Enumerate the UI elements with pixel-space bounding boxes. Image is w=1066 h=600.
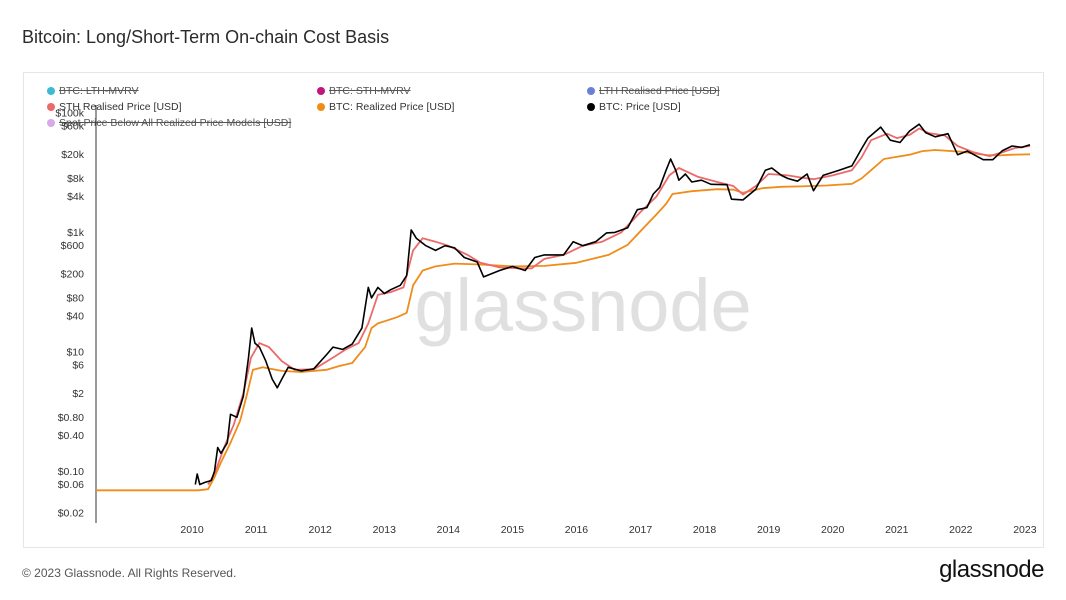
legend-label: STH Realised Price [USD] bbox=[59, 101, 182, 113]
y-tick-label: $0.40 bbox=[58, 430, 84, 442]
legend-label: LTH Realised Price [USD] bbox=[599, 85, 720, 97]
legend-color-dot bbox=[587, 87, 595, 95]
x-tick-label: 2012 bbox=[309, 524, 333, 536]
y-tick-label: $10 bbox=[66, 346, 84, 358]
legend-color-dot bbox=[317, 87, 325, 95]
legend-label: BTC: Realized Price [USD] bbox=[329, 101, 455, 113]
legend-item[interactable]: BTC: Realized Price [USD] bbox=[317, 101, 454, 113]
x-tick-label: 2013 bbox=[373, 524, 397, 536]
legend-color-dot bbox=[47, 87, 55, 95]
y-tick-label: $200 bbox=[61, 269, 85, 281]
y-tick-label: $1k bbox=[67, 227, 85, 239]
chart-canvas: glassnode $100k$60k $20k $8k $4k $1k$600 $200 $… bbox=[55, 105, 1037, 536]
x-tick-label: 2021 bbox=[885, 524, 909, 536]
series-line-2 bbox=[194, 123, 1031, 486]
x-tick-label: 2018 bbox=[693, 524, 717, 536]
y-tick-label: $80 bbox=[66, 292, 84, 304]
chart-title: Bitcoin: Long/Short-Term On-chain Cost B… bbox=[22, 27, 390, 47]
brand-logo: glassnode bbox=[939, 556, 1044, 583]
x-tick-label: 2019 bbox=[757, 524, 781, 536]
chart-panel: BTC: LTH-MVRV BTC: STH-MVRV LTH Realised P… bbox=[23, 72, 1044, 548]
x-tick-label: 2022 bbox=[949, 524, 973, 536]
y-tick-label: $6 bbox=[72, 360, 84, 372]
legend-label: BTC: LTH-MVRV bbox=[59, 85, 139, 97]
legend-item[interactable]: BTC: STH-MVRV bbox=[317, 85, 410, 97]
y-tick-label: $0.06 bbox=[58, 479, 84, 491]
y-tick-label: $4k bbox=[67, 191, 85, 203]
legend-item[interactable]: BTC: Price [USD] bbox=[587, 101, 681, 113]
legend-item[interactable]: LTH Realised Price [USD] bbox=[587, 85, 720, 97]
y-tick-label: $0.02 bbox=[58, 508, 84, 520]
legend-label: BTC: Price [USD] bbox=[599, 101, 681, 113]
legend-item[interactable]: BTC: LTH-MVRV bbox=[47, 85, 139, 97]
legend-item[interactable]: Spot Price Below All Realized Price Mode… bbox=[47, 117, 291, 129]
y-tick-label: $8k bbox=[67, 173, 85, 185]
y-tick-label: $20k bbox=[61, 149, 85, 161]
y-tick-label: $0.80 bbox=[58, 412, 84, 424]
x-tick-label: 2011 bbox=[245, 524, 268, 536]
y-tick-label: $0.10 bbox=[58, 466, 84, 478]
y-tick-label: $600 bbox=[61, 240, 85, 252]
x-tick-label: 2016 bbox=[565, 524, 589, 536]
legend-label: Spot Price Below All Realized Price Mode… bbox=[59, 117, 292, 129]
legend-color-dot bbox=[587, 103, 595, 111]
legend-item[interactable]: STH Realised Price [USD] bbox=[47, 101, 182, 113]
y-tick-label: $2 bbox=[72, 388, 84, 400]
x-tick-label: 2014 bbox=[437, 524, 461, 536]
x-tick-label: 2017 bbox=[629, 524, 653, 536]
x-tick-label: 2020 bbox=[821, 524, 845, 536]
watermark: glassnode bbox=[414, 264, 751, 347]
y-tick-label: $100k bbox=[55, 108, 84, 120]
y-tick-label: $60k bbox=[61, 121, 85, 133]
x-tick-label: 2015 bbox=[501, 524, 525, 536]
copyright-footer: © 2023 Glassnode. All Rights Reserved. bbox=[22, 566, 237, 580]
legend-color-dot bbox=[47, 103, 55, 111]
legend-color-dot bbox=[47, 119, 55, 127]
x-tick-label: 2010 bbox=[180, 524, 204, 536]
series-line-0 bbox=[96, 149, 1031, 492]
y-tick-label: $40 bbox=[66, 310, 84, 322]
x-tick-label: 2023 bbox=[1013, 524, 1037, 536]
legend-color-dot bbox=[317, 103, 325, 111]
legend-label: BTC: STH-MVRV bbox=[329, 85, 411, 97]
